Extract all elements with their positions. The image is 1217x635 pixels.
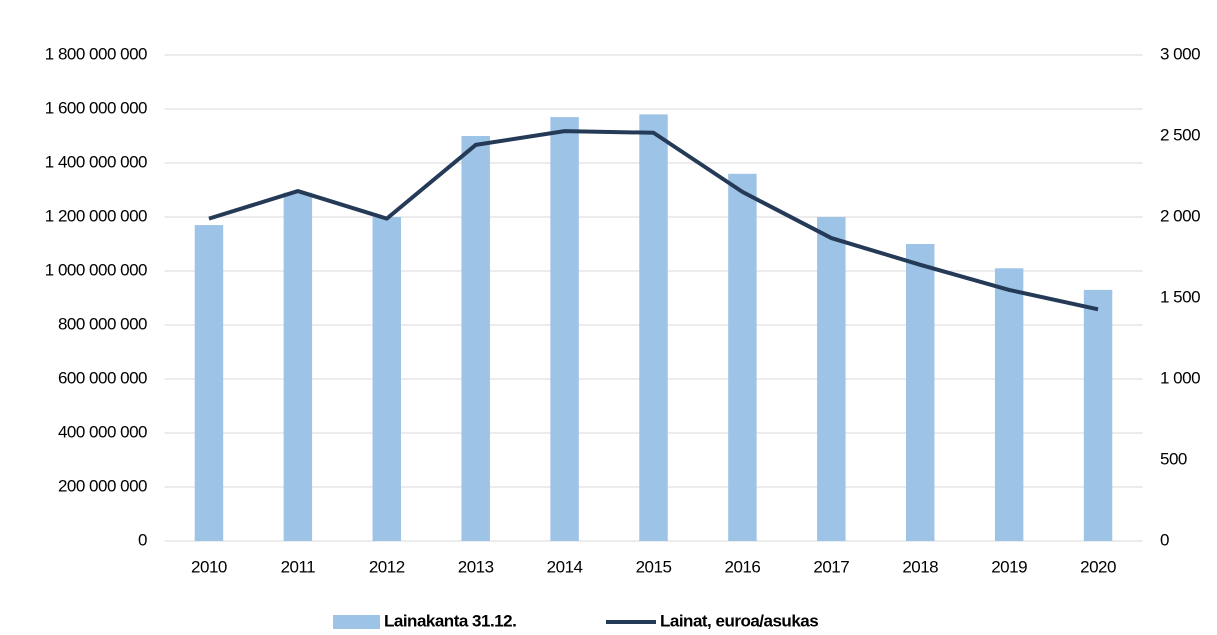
x-tick-label: 2019 xyxy=(991,557,1027,576)
bar xyxy=(817,217,846,541)
x-tick-label: 2010 xyxy=(191,557,227,576)
bar xyxy=(461,136,490,541)
y-tick-label: 400 000 000 xyxy=(58,422,147,441)
bar xyxy=(639,114,668,542)
y-tick-label: 800 000 000 xyxy=(58,314,147,333)
bar xyxy=(728,173,757,542)
y-tick-label: 600 000 000 xyxy=(58,368,147,387)
y2-tick-label: 500 xyxy=(1160,449,1187,468)
x-tick-label: 2016 xyxy=(724,557,760,576)
bar xyxy=(283,192,313,541)
y-tick-label: 200 000 000 xyxy=(58,476,147,495)
legend-label: Lainakanta 31.12. xyxy=(384,611,516,630)
x-tick-label: 2017 xyxy=(813,557,849,576)
x-tick-label: 2020 xyxy=(1080,557,1116,576)
bar xyxy=(1083,289,1113,541)
legend-label: Lainat, euroa/asukas xyxy=(660,611,818,630)
y2-tick-label: 2 500 xyxy=(1160,125,1200,144)
bar xyxy=(372,217,401,541)
y2-tick-label: 0 xyxy=(1160,530,1169,549)
y2-tick-label: 1 000 xyxy=(1160,368,1200,387)
y2-tick-label: 3 000 xyxy=(1160,44,1200,63)
x-tick-label: 2014 xyxy=(547,557,583,576)
y-tick-label: 0 xyxy=(138,530,147,549)
x-tick-label: 2018 xyxy=(902,557,938,576)
y-tick-label: 1 200 000 000 xyxy=(45,206,147,225)
legend-swatch xyxy=(333,615,380,629)
y2-tick-label: 1 500 xyxy=(1160,287,1200,306)
y-tick-label: 1 800 000 000 xyxy=(45,44,147,63)
bar xyxy=(906,244,935,541)
line xyxy=(208,129,1099,312)
y-tick-label: 1 400 000 000 xyxy=(45,152,147,171)
bar xyxy=(550,117,579,541)
x-tick-label: 2011 xyxy=(281,557,316,576)
y-tick-label: 1 600 000 000 xyxy=(45,98,147,117)
x-tick-label: 2013 xyxy=(458,557,494,576)
bar xyxy=(194,225,224,541)
bar xyxy=(994,268,1024,541)
x-tick-label: 2012 xyxy=(369,557,405,576)
y-tick-label: 1 000 000 000 xyxy=(45,260,147,279)
y2-tick-label: 2 000 xyxy=(1160,206,1200,225)
x-tick-label: 2015 xyxy=(636,557,672,576)
